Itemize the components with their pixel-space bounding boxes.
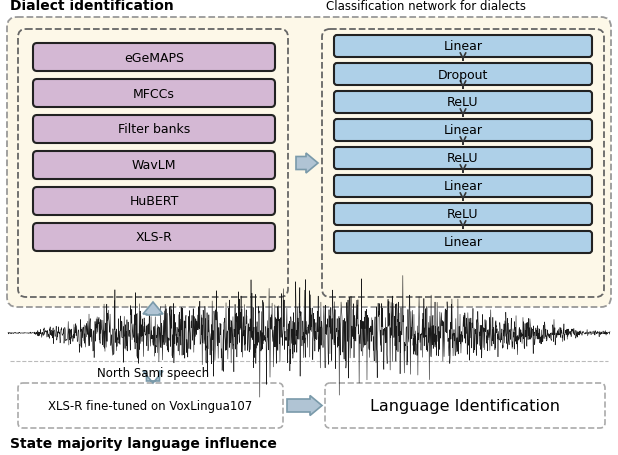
Polygon shape (143, 302, 163, 315)
Text: Linear: Linear (444, 236, 483, 249)
FancyBboxPatch shape (334, 120, 592, 142)
FancyBboxPatch shape (33, 44, 275, 72)
FancyBboxPatch shape (334, 203, 592, 226)
Text: Dialect identification: Dialect identification (10, 0, 174, 13)
Text: Language Identification: Language Identification (370, 398, 560, 413)
Text: ReLU: ReLU (447, 152, 479, 165)
Polygon shape (287, 396, 322, 415)
FancyBboxPatch shape (18, 383, 283, 428)
FancyBboxPatch shape (33, 152, 275, 180)
Text: HuBERT: HuBERT (129, 195, 179, 208)
FancyBboxPatch shape (334, 148, 592, 170)
Polygon shape (296, 154, 318, 174)
FancyBboxPatch shape (334, 36, 592, 58)
Text: MFCCs: MFCCs (133, 87, 175, 100)
Text: North Sami speech: North Sami speech (97, 366, 209, 379)
FancyBboxPatch shape (33, 80, 275, 108)
Text: ReLU: ReLU (447, 208, 479, 221)
Text: Linear: Linear (444, 40, 483, 53)
Text: Linear: Linear (444, 180, 483, 193)
Text: ReLU: ReLU (447, 96, 479, 109)
FancyBboxPatch shape (334, 176, 592, 197)
FancyBboxPatch shape (334, 64, 592, 86)
FancyBboxPatch shape (33, 116, 275, 144)
FancyBboxPatch shape (325, 383, 605, 428)
FancyBboxPatch shape (7, 18, 611, 307)
Text: XLS-R fine-tuned on VoxLingua107: XLS-R fine-tuned on VoxLingua107 (48, 399, 253, 412)
Text: WavLM: WavLM (132, 159, 176, 172)
Text: eGeMAPS: eGeMAPS (124, 51, 184, 64)
FancyBboxPatch shape (334, 232, 592, 253)
Text: Dropout: Dropout (438, 68, 488, 81)
FancyBboxPatch shape (33, 223, 275, 252)
Polygon shape (143, 371, 163, 383)
FancyBboxPatch shape (18, 30, 288, 298)
Text: State majority language influence: State majority language influence (10, 436, 277, 450)
Text: Filter banks: Filter banks (118, 123, 190, 136)
FancyBboxPatch shape (334, 92, 592, 114)
Text: Classification network for dialects: Classification network for dialects (326, 0, 526, 13)
Text: XLS-R: XLS-R (135, 231, 172, 244)
FancyBboxPatch shape (33, 187, 275, 216)
Text: Linear: Linear (444, 124, 483, 137)
FancyBboxPatch shape (322, 30, 604, 298)
